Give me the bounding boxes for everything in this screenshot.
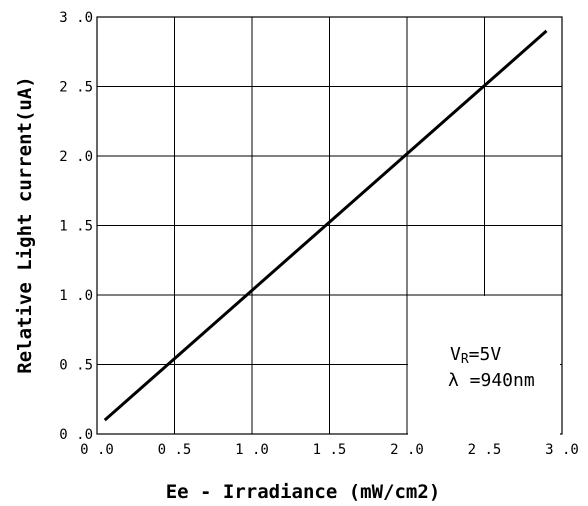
x-tick-label: 2 .0 (390, 442, 424, 458)
y-tick-label: 2 .0 (59, 149, 93, 165)
y-tick-label: 0 .0 (59, 427, 93, 443)
plot-border (96, 16, 563, 435)
y-tick-label: 1 .5 (59, 219, 93, 235)
x-tick-label: 1 .5 (313, 442, 347, 458)
y-tick-label: 1 .0 (59, 288, 93, 304)
vr-annotation: VR=5V (450, 344, 501, 367)
annotation-box (408, 296, 560, 435)
wavelength-annotation: λ =940nm (448, 370, 535, 391)
x-tick-label: 1 .0 (235, 442, 269, 458)
series-line (103, 29, 548, 422)
plot-frame (96, 16, 563, 435)
x-tick-label: 2 .5 (468, 442, 502, 458)
x-tick-label: 0 .5 (158, 442, 192, 458)
y-tick-labels: 0 .0 0 .5 1 .0 1 .5 2 .0 2 .5 3 .0 (59, 10, 93, 443)
x-tick-labels: 0 .0 0 .5 1 .0 1 .5 2 .0 2 .5 3 .0 (80, 442, 579, 458)
y-axis-title: Relative Light current(uA) (14, 76, 36, 373)
y-tick-label: 0 .5 (59, 358, 93, 374)
series-group (103, 29, 548, 422)
y-tick-label: 2 .5 (59, 80, 93, 96)
y-tick-label: 3 .0 (59, 10, 93, 26)
x-tick-label: 0 .0 (80, 442, 114, 458)
x-tick-label: 3 .0 (545, 442, 579, 458)
x-axis-title: Ee - Irradiance (mW/cm2) (166, 481, 441, 503)
